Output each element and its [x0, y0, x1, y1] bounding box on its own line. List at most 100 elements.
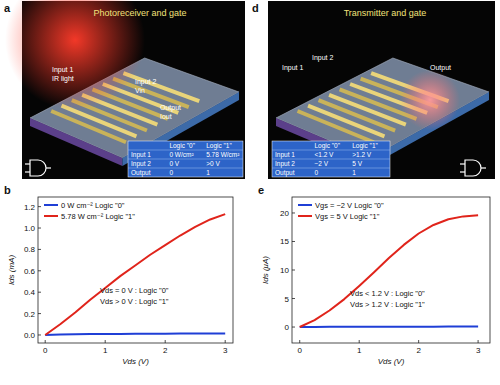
legend-swatch [298, 215, 312, 217]
y-tick [292, 327, 295, 328]
gate-pin [481, 167, 486, 168]
series-line [45, 333, 225, 335]
x-tick [299, 340, 300, 343]
y-tick-label: 1.2 [24, 203, 36, 212]
x-tick [165, 340, 166, 343]
legend-label: Vgs = −2 V Logic "0" [315, 201, 384, 210]
gate-pin [46, 167, 51, 168]
gate-pin [460, 163, 465, 164]
plot-frame [292, 197, 490, 343]
table-row-label: Output [131, 169, 151, 177]
x-tick [225, 340, 226, 343]
illustration-panel: aPhotoreceiver and gateInput 1IR lightIn… [4, 0, 245, 179]
series-line [300, 326, 478, 328]
device-label: Output [160, 104, 181, 112]
device-label: Vin [135, 87, 145, 94]
y-tick [38, 292, 41, 293]
legend-label: 0 W cm⁻² Logic "0" [61, 201, 125, 210]
data-group [45, 214, 225, 335]
y-tick-label: 1.0 [24, 224, 36, 233]
table-row-label: Output [275, 169, 295, 177]
x-tick [105, 340, 106, 343]
figure: aPhotoreceiver and gateInput 1IR lightIn… [0, 0, 500, 385]
y-tick [38, 334, 41, 335]
table-row-label: Input 2 [131, 160, 151, 168]
table-cell: 0 [169, 169, 173, 176]
table-header: Logic "0" [314, 142, 340, 150]
y-tick-label: 0.2 [24, 310, 36, 319]
panel-letter: b [4, 184, 11, 196]
and-gate-icon [25, 160, 51, 176]
y-tick [38, 270, 41, 271]
legend-label: Vgs = 5 V Logic "1" [315, 212, 380, 221]
panel-background [268, 1, 495, 179]
y-tick-label: 0.4 [24, 288, 36, 297]
table-cell: 5.78 W/cm² [206, 151, 240, 158]
device-label: Input 2 [312, 54, 334, 62]
table-background [272, 141, 390, 177]
table-cell: >1.2 V [352, 151, 372, 158]
y-tick [292, 298, 295, 299]
table-header: Logic "0" [169, 142, 195, 150]
x-tick-label: 2 [416, 346, 421, 355]
legend: Vgs = −2 V Logic "0" Vgs = 5 V Logic "1" [298, 201, 384, 221]
y-tick [38, 249, 41, 250]
table-row-label: Input 1 [131, 151, 151, 159]
chart: e012305101520Vds (V)Ids (μA)Vgs = −2 V L… [258, 184, 490, 366]
device-label: Iout [160, 113, 172, 120]
chart: b01230.00.20.40.60.81.01.2Vds (V)Ids (mA… [4, 184, 233, 366]
gate-body [465, 160, 481, 176]
x-tick-label: 0 [298, 346, 303, 355]
series-line [45, 214, 225, 335]
y-tick [38, 206, 41, 207]
table-header: Logic "1" [352, 142, 378, 150]
x-tick-label: 2 [163, 346, 168, 355]
x-tick-label: 3 [476, 346, 481, 355]
y-tick-label: 0.6 [24, 267, 36, 276]
legend: 0 W cm⁻² Logic "0" 5.78 W cm⁻² Logic "1" [44, 201, 135, 221]
y-axis-label: Ids (μA) [261, 256, 270, 284]
y-tick-label: 15 [280, 237, 289, 246]
y-tick [38, 228, 41, 229]
panel-letter: e [258, 184, 264, 196]
table-cell: 0 W/cm² [169, 151, 194, 158]
y-tick [292, 241, 295, 242]
x-tick-label: 1 [103, 346, 108, 355]
plot-frame [38, 197, 233, 343]
panel-title: Photoreceiver and gate [93, 8, 186, 18]
x-tick-label: 1 [357, 346, 362, 355]
data-group [300, 215, 478, 327]
device-label: Input 2 [135, 78, 157, 86]
annotation: Vds > 1.2 V : Logic "1" [350, 300, 425, 309]
y-tick-label: 5 [285, 295, 290, 304]
y-tick [292, 212, 295, 213]
device-label: Input 1 [282, 64, 304, 72]
y-tick-label: 0.0 [24, 331, 36, 340]
x-tick [418, 340, 419, 343]
device-label: IR light [52, 75, 74, 83]
y-tick [292, 270, 295, 271]
x-tick-label: 3 [223, 346, 228, 355]
panel-letter: d [252, 2, 259, 14]
table-cell: −2 V [314, 160, 328, 167]
y-tick-label: 20 [280, 209, 289, 218]
x-tick [45, 340, 46, 343]
y-axis-label: Ids (mA) [7, 255, 16, 286]
electrode [123, 73, 199, 101]
y-tick [38, 313, 41, 314]
series-line [300, 215, 478, 327]
legend-label: 5.78 W cm⁻² Logic "1" [61, 212, 135, 221]
device-label: Output [430, 64, 451, 72]
table-cell: 0 [314, 169, 318, 176]
table-header: Logic "1" [206, 142, 232, 150]
y-tick-label: 0.8 [24, 245, 36, 254]
x-axis-label: Vds (V) [378, 357, 405, 366]
illustration-panel: d Transmitter and gate Input 1 Input 2 Outpu… [252, 1, 495, 179]
panel-title: Transmitter and gate [344, 8, 427, 18]
legend-swatch [44, 215, 58, 217]
legend-swatch [298, 204, 312, 206]
gate-body [30, 160, 46, 176]
gate-pin [460, 171, 465, 172]
annotation: Vds < 1.2 V : Logic "0" [350, 289, 425, 298]
table-cell: 1 [206, 169, 210, 176]
